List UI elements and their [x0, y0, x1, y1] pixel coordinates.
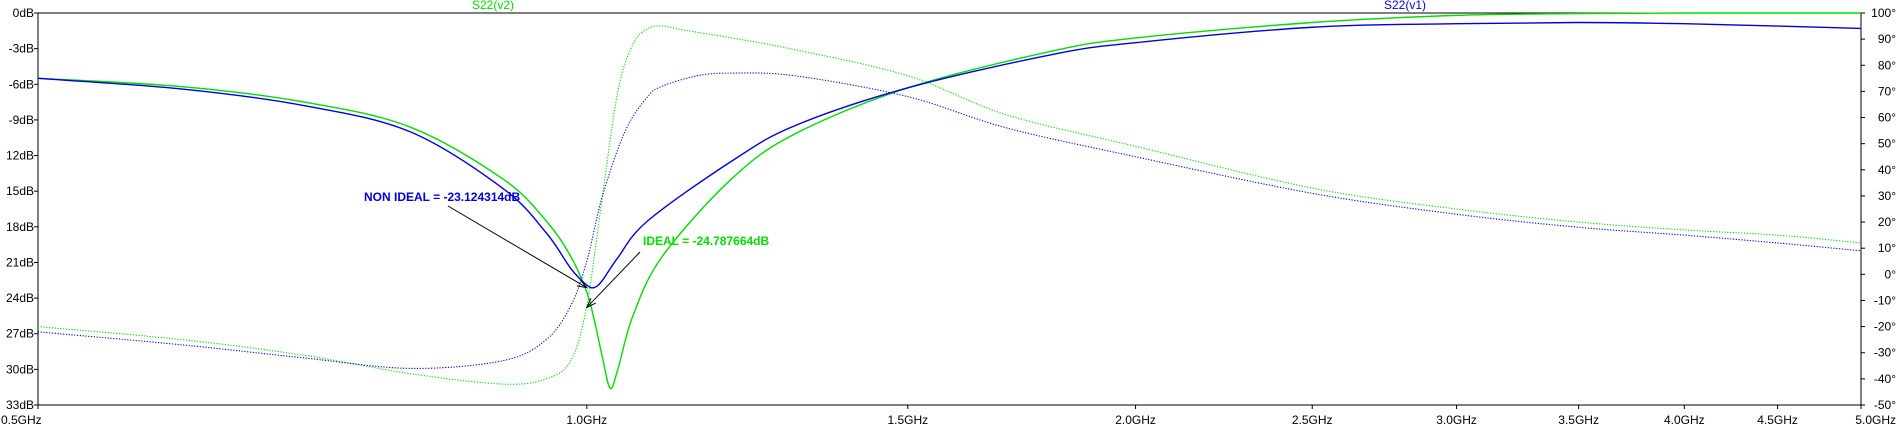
ideal-annotation-label: IDEAL = -24.787664dB	[643, 234, 770, 248]
left-y-tick-label: 21dB	[6, 255, 34, 269]
non-ideal-annotation-arrowhead	[576, 279, 589, 289]
left-y-axis: 0dB -3dB -6dB -9dB 12dB 15dB 18dB 21dB 24dB 27dB 3…	[6, 6, 38, 412]
x-tick-label: 0.5GHz	[1, 413, 42, 427]
x-tick-label: 4.0GHz	[1664, 413, 1705, 427]
right-y-tick-label: 40°	[1878, 163, 1896, 177]
left-y-tick-label: 18dB	[6, 220, 34, 234]
left-y-tick-label: 24dB	[6, 291, 34, 305]
trace-title-s22-v1[interactable]: S22(v1)	[1384, 0, 1426, 12]
right-y-tick-label: 50°	[1878, 137, 1896, 151]
x-axis: 0.5GHz 1.0GHz 1.5GHz 2.0GHz 2.5GHz 3.0GHz 3.5G…	[1, 405, 1896, 427]
right-y-tick-label: -20°	[1874, 320, 1896, 334]
x-tick-label: 2.0GHz	[1115, 413, 1156, 427]
left-y-tick-label: 30dB	[6, 362, 34, 376]
right-y-tick-label: -50°	[1874, 398, 1896, 412]
ideal-annotation-arrow	[586, 251, 641, 308]
series-s22-v1-magnitude-line	[37, 21, 1862, 289]
trace-title-s22-v2[interactable]: S22(v2)	[472, 0, 514, 12]
cursor-annotations: NON IDEAL = -23.124314dB IDEAL = -24.7876…	[364, 190, 770, 309]
left-y-tick-label: 0dB	[13, 6, 34, 20]
left-y-tick-label: 27dB	[6, 327, 34, 341]
x-tick-label: 3.0GHz	[1436, 413, 1477, 427]
x-tick-label: 1.0GHz	[566, 413, 607, 427]
series-s22-v2-magnitude-line	[37, 12, 1861, 390]
plot-frame	[37, 12, 1862, 406]
left-y-tick-label: -6dB	[9, 77, 34, 91]
series-layer	[37, 12, 1862, 390]
x-tick-label: 4.5GHz	[1757, 413, 1798, 427]
x-tick-label: 3.5GHz	[1558, 413, 1599, 427]
left-y-tick-label: -9dB	[9, 113, 34, 127]
right-y-tick-label: -40°	[1874, 372, 1896, 386]
right-y-tick-label: 100°	[1871, 6, 1896, 20]
x-tick-label: 2.5GHz	[1292, 413, 1333, 427]
non-ideal-annotation-label: NON IDEAL = -23.124314dB	[364, 190, 521, 204]
series-s22-v1-phase-line	[37, 72, 1862, 369]
right-y-tick-label: -30°	[1874, 346, 1896, 360]
left-y-tick-label: 12dB	[6, 149, 34, 163]
x-tick-label: 5.0GHz	[1855, 413, 1896, 427]
ideal-annotation-arrowhead	[585, 298, 596, 309]
right-y-tick-label: 90°	[1878, 32, 1896, 46]
trace-titles[interactable]: S22(v2) S22(v1)	[472, 0, 1426, 12]
right-y-tick-label: 80°	[1878, 58, 1896, 72]
left-y-tick-label: -3dB	[9, 42, 34, 56]
non-ideal-annotation-arrow	[447, 205, 588, 289]
right-y-tick-label: -10°	[1874, 293, 1896, 307]
right-y-tick-label: 0°	[1885, 267, 1897, 281]
series-s22-v2-phase-line	[37, 25, 1862, 385]
right-y-tick-label: 60°	[1878, 111, 1896, 125]
x-tick-label: 1.5GHz	[887, 413, 928, 427]
right-y-axis: 100° 90° 80° 70° 60° 50° 40° 30° 20° 10° 0° -10° -20…	[1861, 6, 1896, 412]
left-y-tick-label: 33dB	[6, 398, 34, 412]
right-y-tick-label: 30°	[1878, 189, 1896, 203]
right-y-tick-label: 70°	[1878, 84, 1896, 98]
left-y-tick-label: 15dB	[6, 184, 34, 198]
right-y-tick-label: 20°	[1878, 215, 1896, 229]
right-y-tick-label: 10°	[1878, 241, 1896, 255]
